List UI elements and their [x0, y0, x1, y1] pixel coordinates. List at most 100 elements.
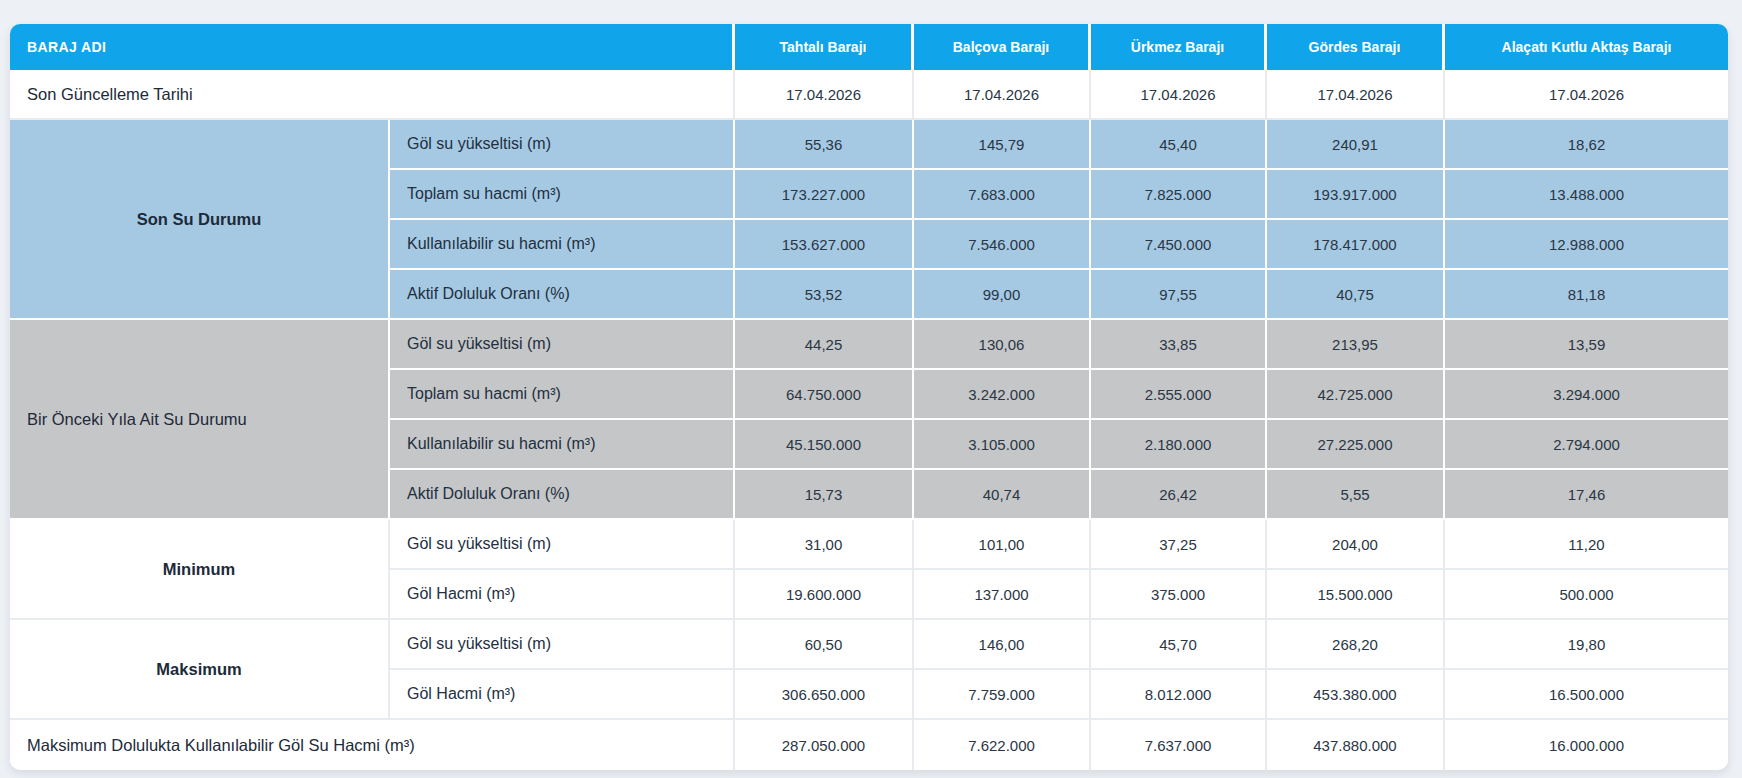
value-cell: 437.880.000 — [1267, 720, 1445, 770]
value-cell: 137.000 — [914, 570, 1091, 620]
column-header-dam: Gördes Barajı — [1267, 24, 1445, 70]
value-cell: 12.988.000 — [1445, 220, 1728, 270]
value-cell: 453.380.000 — [1267, 670, 1445, 720]
row-label-maksimum-dolulukta: Maksimum Dolulukta Kullanılabilir Göl Su… — [10, 720, 735, 770]
section-label: Bir Önceki Yıla Ait Su Durumu — [10, 320, 390, 520]
value-cell: 99,00 — [914, 270, 1091, 320]
value-cell: 53,52 — [735, 270, 914, 320]
value-cell: 13,59 — [1445, 320, 1728, 370]
dam-status-table-container: BARAJ ADITahtalı BarajıBalçova BarajıÜrk… — [10, 24, 1728, 770]
value-cell: 500.000 — [1445, 570, 1728, 620]
value-cell: 204,00 — [1267, 520, 1445, 570]
value-cell: 8.012.000 — [1091, 670, 1267, 720]
value-cell: 44,25 — [735, 320, 914, 370]
value-cell: 17.04.2026 — [1445, 70, 1728, 120]
metric-label: Göl Hacmi (m³) — [390, 670, 735, 720]
section-row: MaksimumGöl su yükseltisi (m)60,50146,00… — [10, 620, 1728, 670]
value-cell: 19.600.000 — [735, 570, 914, 620]
value-cell: 11,20 — [1445, 520, 1728, 570]
value-cell: 40,75 — [1267, 270, 1445, 320]
value-cell: 55,36 — [735, 120, 914, 170]
metric-label: Kullanılabilir su hacmi (m³) — [390, 220, 735, 270]
section-row: MinimumGöl su yükseltisi (m)31,00101,003… — [10, 520, 1728, 570]
value-cell: 33,85 — [1091, 320, 1267, 370]
value-cell: 146,00 — [914, 620, 1091, 670]
value-cell: 7.622.000 — [914, 720, 1091, 770]
value-cell: 60,50 — [735, 620, 914, 670]
metric-label: Göl su yükseltisi (m) — [390, 120, 735, 170]
table-header: BARAJ ADITahtalı BarajıBalçova BarajıÜrk… — [10, 24, 1728, 70]
value-cell: 3.242.000 — [914, 370, 1091, 420]
metric-label: Göl su yükseltisi (m) — [390, 320, 735, 370]
value-cell: 26,42 — [1091, 470, 1267, 520]
value-cell: 42.725.000 — [1267, 370, 1445, 420]
value-cell: 2.794.000 — [1445, 420, 1728, 470]
value-cell: 13.488.000 — [1445, 170, 1728, 220]
value-cell: 3.294.000 — [1445, 370, 1728, 420]
metric-label: Aktif Doluluk Oranı (%) — [390, 270, 735, 320]
value-cell: 3.105.000 — [914, 420, 1091, 470]
section-row: Son Su DurumuGöl su yükseltisi (m)55,361… — [10, 120, 1728, 170]
header-baraj-adi: BARAJ ADI — [10, 24, 735, 70]
section-label: Son Su Durumu — [10, 120, 390, 320]
row-label-son-guncelleme: Son Güncelleme Tarihi — [10, 70, 735, 120]
value-cell: 5,55 — [1267, 470, 1445, 520]
column-header-dam: Balçova Barajı — [914, 24, 1091, 70]
value-cell: 31,00 — [735, 520, 914, 570]
value-cell: 37,25 — [1091, 520, 1267, 570]
value-cell: 18,62 — [1445, 120, 1728, 170]
metric-label: Göl su yükseltisi (m) — [390, 620, 735, 670]
value-cell: 101,00 — [914, 520, 1091, 570]
value-cell: 17.04.2026 — [1267, 70, 1445, 120]
value-cell: 7.546.000 — [914, 220, 1091, 270]
value-cell: 7.759.000 — [914, 670, 1091, 720]
dam-status-table: BARAJ ADITahtalı BarajıBalçova BarajıÜrk… — [10, 24, 1728, 770]
metric-label: Göl Hacmi (m³) — [390, 570, 735, 620]
section-row: Bir Önceki Yıla Ait Su DurumuGöl su yüks… — [10, 320, 1728, 370]
value-cell: 27.225.000 — [1267, 420, 1445, 470]
value-cell: 7.637.000 — [1091, 720, 1267, 770]
value-cell: 16.000.000 — [1445, 720, 1728, 770]
value-cell: 306.650.000 — [735, 670, 914, 720]
value-cell: 287.050.000 — [735, 720, 914, 770]
value-cell: 213,95 — [1267, 320, 1445, 370]
value-cell: 2.555.000 — [1091, 370, 1267, 420]
value-cell: 7.825.000 — [1091, 170, 1267, 220]
section-label: Maksimum — [10, 620, 390, 720]
value-cell: 240,91 — [1267, 120, 1445, 170]
value-cell: 7.683.000 — [914, 170, 1091, 220]
footer-row: Maksimum Dolulukta Kullanılabilir Göl Su… — [10, 720, 1728, 770]
column-header-dam: Alaçatı Kutlu Aktaş Barajı — [1445, 24, 1728, 70]
value-cell: 153.627.000 — [735, 220, 914, 270]
value-cell: 2.180.000 — [1091, 420, 1267, 470]
header-row: BARAJ ADITahtalı BarajıBalçova BarajıÜrk… — [10, 24, 1728, 70]
value-cell: 45,70 — [1091, 620, 1267, 670]
value-cell: 15.500.000 — [1267, 570, 1445, 620]
value-cell: 40,74 — [914, 470, 1091, 520]
value-cell: 193.917.000 — [1267, 170, 1445, 220]
value-cell: 19,80 — [1445, 620, 1728, 670]
value-cell: 268,20 — [1267, 620, 1445, 670]
metric-label: Kullanılabilir su hacmi (m³) — [390, 420, 735, 470]
metric-label: Göl su yükseltisi (m) — [390, 520, 735, 570]
value-cell: 130,06 — [914, 320, 1091, 370]
value-cell: 17.04.2026 — [914, 70, 1091, 120]
section-label: Minimum — [10, 520, 390, 620]
value-cell: 45.150.000 — [735, 420, 914, 470]
value-cell: 81,18 — [1445, 270, 1728, 320]
column-header-dam: Tahtalı Barajı — [735, 24, 914, 70]
value-cell: 64.750.000 — [735, 370, 914, 420]
value-cell: 173.227.000 — [735, 170, 914, 220]
value-cell: 45,40 — [1091, 120, 1267, 170]
value-cell: 145,79 — [914, 120, 1091, 170]
column-header-dam: Ürkmez Barajı — [1091, 24, 1267, 70]
value-cell: 16.500.000 — [1445, 670, 1728, 720]
last-update-row: Son Güncelleme Tarihi17.04.202617.04.202… — [10, 70, 1728, 120]
value-cell: 178.417.000 — [1267, 220, 1445, 270]
value-cell: 17.04.2026 — [1091, 70, 1267, 120]
table-body: Son Güncelleme Tarihi17.04.202617.04.202… — [10, 70, 1728, 770]
value-cell: 97,55 — [1091, 270, 1267, 320]
value-cell: 17.04.2026 — [735, 70, 914, 120]
value-cell: 15,73 — [735, 470, 914, 520]
value-cell: 17,46 — [1445, 470, 1728, 520]
